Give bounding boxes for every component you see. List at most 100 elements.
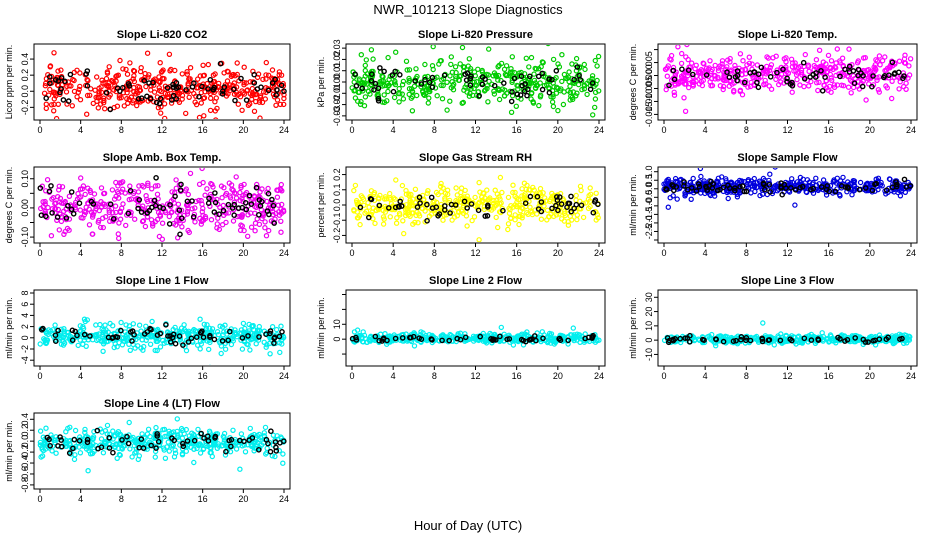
- data-point: [98, 185, 105, 191]
- data-point-black: [243, 97, 250, 103]
- data-point: [273, 102, 279, 109]
- data-point: [187, 170, 194, 177]
- data-point: [387, 214, 393, 220]
- data-point: [452, 64, 459, 70]
- data-point-black: [138, 95, 145, 101]
- data-point: [785, 70, 792, 76]
- data-point-black: [787, 81, 794, 87]
- data-point: [471, 338, 477, 344]
- data-point: [458, 189, 464, 196]
- x-tick-label: 12: [157, 494, 167, 504]
- data-point: [127, 60, 133, 66]
- data-point: [854, 60, 861, 66]
- data-point: [139, 431, 145, 437]
- data-point: [156, 87, 163, 94]
- data-point-black: [546, 89, 553, 96]
- data-point-black: [693, 188, 700, 194]
- data-point: [816, 79, 822, 86]
- x-tick-label: 0: [661, 248, 666, 258]
- data-point-black: [251, 80, 258, 86]
- data-point: [413, 66, 419, 72]
- data-point: [717, 333, 723, 339]
- data-point: [422, 208, 428, 214]
- data-point: [53, 93, 59, 99]
- data-point-black: [589, 333, 596, 340]
- data-point: [679, 79, 686, 85]
- data-point: [161, 101, 168, 107]
- data-point-black: [62, 78, 68, 85]
- data-point-black: [60, 97, 67, 103]
- data-point: [127, 183, 133, 189]
- data-point: [75, 342, 81, 349]
- data-point: [126, 96, 132, 103]
- data-point: [148, 217, 155, 223]
- data-point-black: [211, 336, 218, 343]
- data-point: [700, 60, 706, 66]
- data-point: [89, 231, 96, 237]
- data-point: [164, 444, 170, 450]
- data-point: [120, 335, 127, 342]
- data-point: [154, 347, 160, 354]
- data-point-black: [138, 209, 145, 215]
- data-point: [37, 341, 43, 347]
- data-point-black: [118, 327, 124, 334]
- data-point-black: [777, 337, 784, 344]
- data-point-black: [185, 339, 192, 345]
- data-point: [37, 428, 44, 434]
- data-point-black: [253, 184, 260, 191]
- data-point-black: [267, 328, 274, 334]
- data-point-black: [524, 92, 530, 99]
- data-point: [114, 103, 121, 109]
- data-point: [720, 86, 726, 93]
- data-point: [492, 187, 498, 193]
- data-point-black: [273, 92, 280, 98]
- data-point: [97, 321, 103, 328]
- points-group: [37, 316, 287, 365]
- data-point-black: [571, 76, 577, 83]
- data-point-black: [377, 65, 383, 71]
- x-tick-label: 24: [906, 248, 916, 258]
- data-point: [192, 219, 198, 225]
- data-point: [481, 88, 488, 94]
- data-point-black: [380, 336, 387, 343]
- data-point: [569, 217, 575, 223]
- data-point: [179, 71, 185, 77]
- data-point-black: [447, 210, 453, 216]
- data-point-black: [696, 181, 702, 187]
- data-point: [886, 176, 893, 182]
- data-point: [274, 97, 281, 103]
- x-tick-label: 20: [238, 248, 248, 258]
- data-point: [760, 69, 766, 75]
- data-point-black: [842, 66, 848, 73]
- data-point-black: [808, 337, 815, 343]
- data-point: [595, 215, 601, 221]
- data-point-black: [590, 209, 597, 216]
- data-point-black: [714, 187, 721, 194]
- data-point: [52, 205, 59, 212]
- y-tick-label: 0.00: [20, 199, 30, 217]
- data-point-black: [462, 334, 469, 341]
- data-point-black: [65, 202, 71, 209]
- data-point-black: [801, 76, 808, 82]
- data-point: [573, 192, 579, 199]
- data-point-black: [789, 337, 795, 344]
- data-point: [74, 67, 80, 74]
- data-point: [382, 209, 388, 215]
- data-point: [198, 100, 204, 106]
- data-point: [42, 82, 49, 89]
- data-point: [847, 77, 854, 84]
- data-point: [728, 179, 734, 186]
- data-point: [397, 212, 403, 218]
- data-point: [109, 323, 116, 329]
- data-point-black: [461, 198, 468, 205]
- data-point-black: [844, 336, 851, 343]
- data-point: [827, 64, 834, 71]
- data-point: [552, 339, 559, 346]
- data-point: [891, 335, 897, 342]
- data-point: [63, 89, 70, 95]
- data-point: [459, 45, 466, 51]
- data-point: [281, 95, 287, 102]
- data-point: [127, 446, 133, 452]
- data-point: [724, 339, 730, 345]
- data-point: [537, 190, 544, 197]
